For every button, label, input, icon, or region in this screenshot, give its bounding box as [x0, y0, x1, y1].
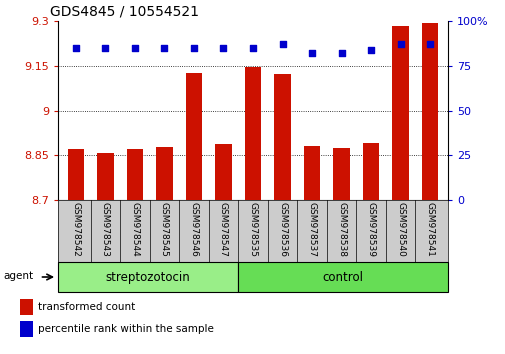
Bar — [362, 143, 378, 200]
Text: GSM978545: GSM978545 — [160, 202, 169, 257]
Text: GSM978538: GSM978538 — [336, 202, 345, 257]
Text: GSM978536: GSM978536 — [277, 202, 286, 257]
Text: GDS4845 / 10554521: GDS4845 / 10554521 — [50, 5, 199, 19]
Bar — [304, 146, 320, 200]
Point — [366, 47, 374, 53]
Point — [337, 51, 345, 56]
Bar — [333, 148, 349, 200]
FancyBboxPatch shape — [237, 262, 447, 292]
Point — [72, 45, 80, 51]
Text: GSM978546: GSM978546 — [189, 202, 198, 257]
Bar — [156, 147, 172, 200]
Bar — [127, 149, 143, 200]
Point — [308, 51, 316, 56]
Bar — [244, 67, 261, 200]
Text: percentile rank within the sample: percentile rank within the sample — [38, 324, 213, 334]
Text: GSM978541: GSM978541 — [425, 202, 434, 257]
Bar — [274, 74, 290, 200]
Text: transformed count: transformed count — [38, 302, 135, 312]
Point — [189, 45, 197, 51]
Point — [219, 45, 227, 51]
Text: GSM978547: GSM978547 — [219, 202, 228, 257]
Text: control: control — [322, 270, 363, 284]
Text: streptozotocin: streptozotocin — [106, 270, 190, 284]
Point — [278, 42, 286, 47]
Bar — [421, 23, 437, 200]
Point — [160, 45, 168, 51]
Text: GSM978539: GSM978539 — [366, 202, 375, 257]
Text: agent: agent — [3, 270, 33, 280]
Text: GSM978543: GSM978543 — [100, 202, 110, 257]
Bar — [97, 153, 113, 200]
Text: GSM978535: GSM978535 — [248, 202, 257, 257]
Text: GSM978542: GSM978542 — [71, 202, 80, 257]
Point — [425, 42, 433, 47]
Point — [248, 45, 257, 51]
Bar — [215, 144, 231, 200]
Point — [396, 42, 404, 47]
FancyBboxPatch shape — [58, 262, 237, 292]
Bar — [20, 321, 33, 337]
Bar — [68, 149, 84, 200]
Text: GSM978544: GSM978544 — [130, 202, 139, 257]
Point — [101, 45, 109, 51]
Bar — [185, 73, 201, 200]
Bar — [392, 26, 408, 200]
Point — [131, 45, 139, 51]
Text: GSM978540: GSM978540 — [395, 202, 405, 257]
Bar — [20, 299, 33, 315]
Text: GSM978537: GSM978537 — [307, 202, 316, 257]
